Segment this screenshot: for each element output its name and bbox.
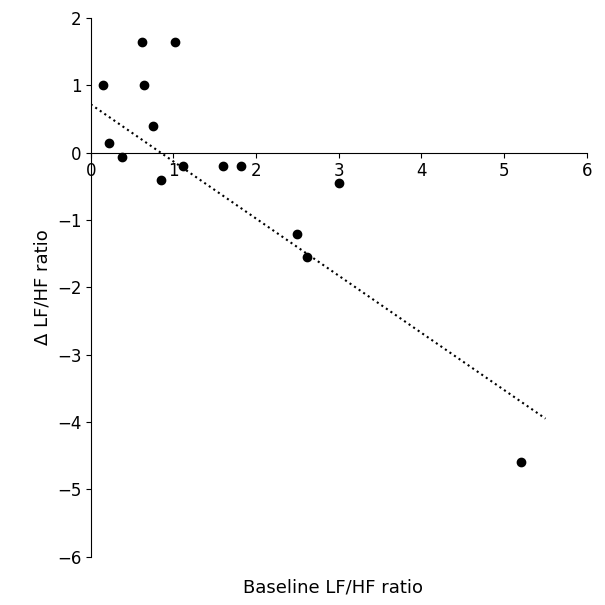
Point — [117, 152, 127, 162]
Point — [218, 162, 228, 171]
Point — [137, 37, 147, 47]
Text: Baseline LF/HF ratio: Baseline LF/HF ratio — [243, 579, 423, 597]
Point — [170, 37, 180, 47]
Point — [237, 162, 246, 171]
Point — [104, 138, 114, 148]
Y-axis label: Δ LF/HF ratio: Δ LF/HF ratio — [34, 229, 51, 345]
Point — [140, 80, 149, 90]
Point — [302, 252, 312, 262]
Point — [156, 175, 166, 185]
Point — [293, 229, 302, 238]
Point — [178, 162, 188, 171]
Point — [516, 457, 526, 467]
Point — [148, 121, 157, 131]
Point — [98, 80, 108, 90]
Point — [334, 178, 344, 188]
